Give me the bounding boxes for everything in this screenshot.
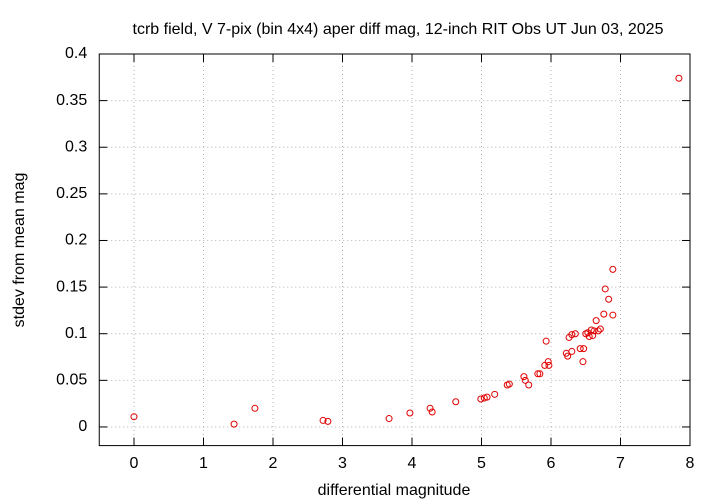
point bbox=[520, 373, 528, 381]
point bbox=[592, 317, 600, 325]
point bbox=[568, 331, 576, 339]
y-tick-label: 0 bbox=[78, 418, 87, 435]
point bbox=[609, 265, 617, 273]
y-tick-label: 0.15 bbox=[56, 278, 87, 295]
point bbox=[579, 358, 587, 366]
point bbox=[452, 398, 460, 406]
x-tick-label: 1 bbox=[199, 455, 208, 472]
point bbox=[521, 376, 529, 384]
point bbox=[251, 404, 259, 412]
point bbox=[594, 327, 602, 335]
point bbox=[576, 345, 584, 353]
point bbox=[544, 358, 552, 366]
point bbox=[483, 393, 491, 401]
point bbox=[428, 408, 436, 416]
point bbox=[568, 347, 576, 355]
point bbox=[585, 333, 593, 341]
point bbox=[589, 332, 597, 340]
point bbox=[609, 311, 617, 319]
y-tick-label: 0.1 bbox=[65, 325, 87, 342]
point bbox=[601, 285, 609, 293]
point bbox=[130, 413, 138, 421]
y-tick-label: 0.25 bbox=[56, 185, 87, 202]
point bbox=[324, 417, 332, 425]
point bbox=[605, 295, 613, 303]
x-tick-label: 0 bbox=[130, 455, 139, 472]
point bbox=[545, 361, 553, 369]
point bbox=[406, 409, 414, 417]
x-tick-label: 8 bbox=[686, 455, 695, 472]
point bbox=[580, 345, 588, 353]
point bbox=[491, 390, 499, 398]
x-tick-label: 5 bbox=[477, 455, 486, 472]
x-tick-label: 7 bbox=[616, 455, 625, 472]
y-tick-label: 0.35 bbox=[56, 92, 87, 109]
point bbox=[600, 310, 608, 318]
point bbox=[477, 395, 485, 403]
point bbox=[319, 416, 327, 424]
point bbox=[675, 74, 683, 82]
chart-title: tcrb field, V 7-pix (bin 4x4) aper diff … bbox=[133, 21, 664, 38]
point bbox=[571, 330, 579, 338]
plot-frame bbox=[98, 53, 691, 447]
y-tick-label: 0.4 bbox=[65, 45, 87, 62]
point bbox=[385, 415, 393, 423]
y-axis-label: stdev from mean mag bbox=[11, 173, 28, 328]
point bbox=[564, 352, 572, 360]
point bbox=[525, 381, 533, 389]
x-tick-label: 3 bbox=[338, 455, 347, 472]
point bbox=[541, 361, 549, 369]
x-tick-label: 6 bbox=[547, 455, 556, 472]
point bbox=[590, 327, 598, 335]
y-tick-label: 0.3 bbox=[65, 138, 87, 155]
point bbox=[505, 380, 513, 388]
point bbox=[230, 420, 238, 428]
y-tick-label: 0.2 bbox=[65, 232, 87, 249]
point bbox=[542, 337, 550, 345]
point bbox=[536, 370, 544, 378]
point bbox=[534, 370, 542, 378]
point bbox=[426, 404, 434, 412]
y-tick-label: 0.05 bbox=[56, 372, 87, 389]
point bbox=[596, 325, 604, 333]
x-tick-label: 4 bbox=[408, 455, 417, 472]
x-axis-label: differential magnitude bbox=[318, 482, 471, 499]
x-tick-label: 2 bbox=[269, 455, 278, 472]
